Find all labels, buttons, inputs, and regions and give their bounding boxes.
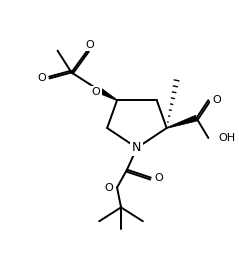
Text: O: O [154, 173, 163, 183]
Text: O: O [92, 87, 101, 97]
Text: OH: OH [218, 133, 235, 143]
Text: N: N [132, 141, 141, 154]
Text: O: O [105, 182, 114, 192]
Text: O: O [37, 74, 46, 83]
Polygon shape [167, 115, 197, 128]
Text: O: O [212, 95, 221, 105]
Text: O: O [85, 40, 94, 50]
Polygon shape [98, 88, 117, 101]
